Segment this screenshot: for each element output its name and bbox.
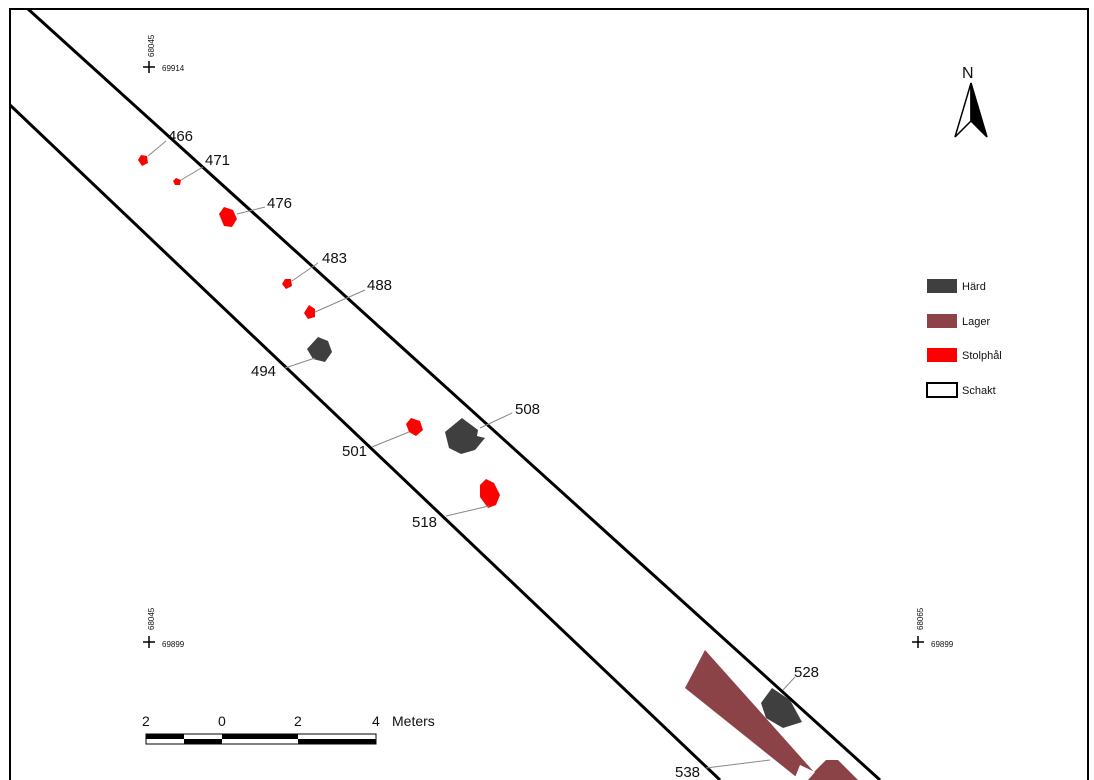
- scale-bar: 2 0 2 4 Meters: [142, 713, 435, 745]
- label-494: 494: [251, 363, 276, 380]
- legend-swatch-stolphal: [927, 348, 957, 362]
- legend-item-hard: Härd: [927, 279, 986, 293]
- scale-unit: Meters: [392, 713, 435, 729]
- scale-tick-0: 0: [218, 713, 226, 729]
- svg-text:69914: 69914: [162, 64, 185, 73]
- feature-471-stolphal[interactable]: [173, 178, 181, 185]
- trench-edge-upper: [26, 7, 882, 780]
- feature-538-lager[interactable]: [685, 650, 858, 780]
- feature-476-stolphal[interactable]: [219, 207, 237, 227]
- legend-swatch-schakt: [926, 382, 958, 398]
- svg-text:69899: 69899: [162, 640, 185, 649]
- label-471: 471: [205, 152, 230, 169]
- feature-466-stolphal[interactable]: [138, 155, 148, 166]
- cross-icon: [912, 636, 924, 648]
- cross-icon: [143, 636, 155, 648]
- legend-swatch-lager: [927, 314, 957, 328]
- feature-494-hard[interactable]: [307, 337, 332, 362]
- leader-lines: [147, 140, 796, 769]
- label-518: 518: [412, 514, 437, 531]
- svg-text:69899: 69899: [931, 640, 954, 649]
- feature-483-stolphal[interactable]: [282, 279, 292, 289]
- legend-item-stolphal: Stolphål: [927, 348, 1002, 362]
- label-488: 488: [367, 277, 392, 294]
- trench-schakt: [8, 7, 882, 780]
- north-label: N: [962, 65, 974, 82]
- svg-text:Lager: Lager: [962, 316, 990, 328]
- svg-text:68045: 68045: [147, 34, 156, 57]
- scale-tick-neg2: 2: [142, 713, 150, 729]
- svg-text:68065: 68065: [916, 607, 925, 630]
- label-501: 501: [342, 443, 367, 460]
- feature-518-stolphal[interactable]: [480, 479, 500, 508]
- label-538: 538: [675, 764, 700, 780]
- label-528: 528: [794, 664, 819, 681]
- label-483: 483: [322, 250, 347, 267]
- scale-tick-4: 4: [372, 713, 380, 729]
- feature-538-lager-white-cut: [794, 765, 815, 780]
- feature-488-stolphal[interactable]: [304, 305, 315, 319]
- coordinate-marker-1: 68045 69914: [143, 34, 185, 73]
- feature-501-stolphal[interactable]: [406, 418, 423, 436]
- legend-item-lager: Lager: [927, 314, 990, 328]
- label-508: 508: [515, 401, 540, 418]
- legend: Härd Lager Stolphål Schakt: [926, 279, 1002, 398]
- north-arrow: N: [954, 65, 988, 138]
- cross-icon: [143, 61, 155, 73]
- svg-text:Stolphål: Stolphål: [962, 350, 1002, 362]
- svg-text:Schakt: Schakt: [962, 385, 996, 397]
- coordinate-marker-3: 68065 69899: [912, 607, 954, 649]
- label-476: 476: [267, 195, 292, 212]
- label-466: 466: [168, 128, 193, 145]
- legend-swatch-hard: [927, 279, 957, 293]
- feature-528-hard[interactable]: [761, 688, 802, 728]
- svg-text:68045: 68045: [147, 607, 156, 630]
- feature-508-hard[interactable]: [445, 418, 485, 454]
- feature-labels: 466 471 476 483 488 494 501 508 518 528 …: [168, 128, 819, 780]
- map-border: [9, 8, 1089, 780]
- north-arrow-icon: [954, 82, 988, 138]
- legend-item-schakt: Schakt: [926, 382, 996, 398]
- coordinate-marker-2: 68045 69899: [143, 607, 185, 649]
- svg-text:Härd: Härd: [962, 281, 986, 293]
- scale-tick-2: 2: [294, 713, 302, 729]
- trench-edge-lower: [8, 103, 722, 780]
